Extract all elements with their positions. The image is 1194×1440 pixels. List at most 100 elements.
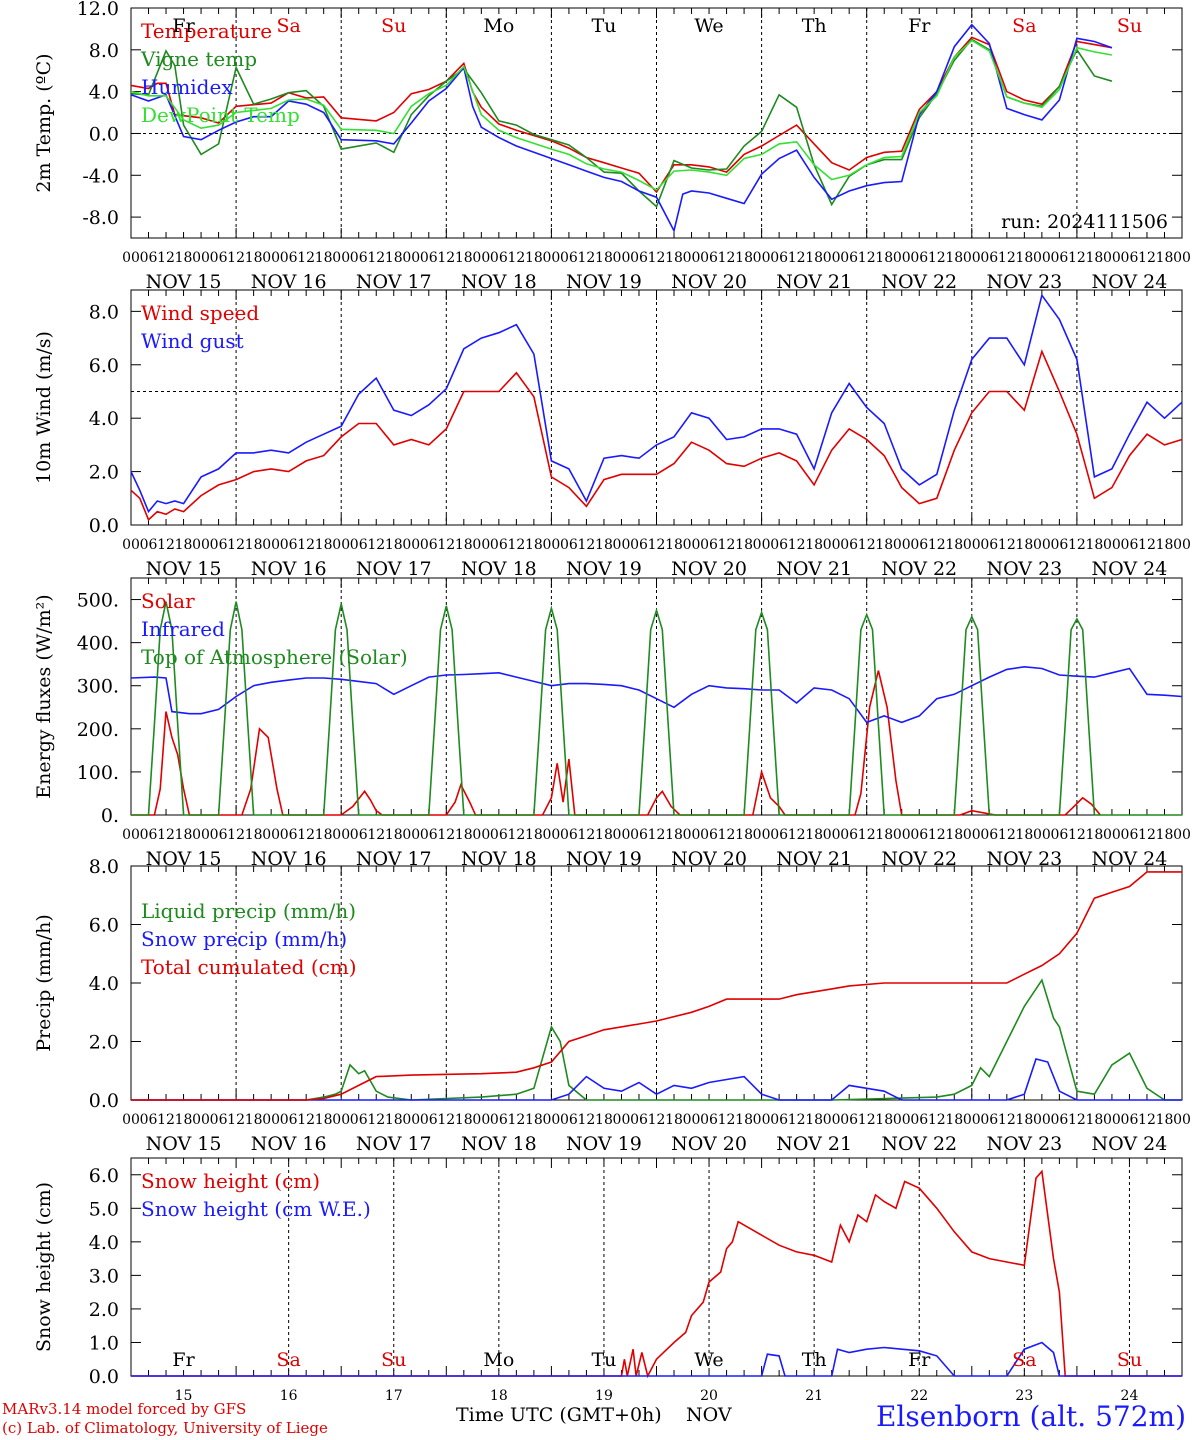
hour-tick-label: 12 — [437, 827, 455, 843]
hour-tick-label: 18 — [455, 1112, 473, 1128]
hour-tick-label: 06 — [280, 827, 298, 843]
hour-tick-label: 18 — [945, 827, 963, 843]
series-line-snow-precip-mm-h- — [131, 1058, 1182, 1101]
hour-tick-label: 06 — [840, 827, 858, 843]
hour-tick-label: 12 — [718, 250, 736, 266]
hour-tick-label: 12 — [157, 827, 175, 843]
hour-tick-label: 06 — [560, 827, 578, 843]
series-line-solar — [131, 670, 1101, 816]
hour-tick-label: 18 — [1015, 827, 1033, 843]
hour-tick-label: 00 — [893, 827, 911, 843]
hour-tick-label: 06 — [560, 1112, 578, 1128]
hour-tick-label: 06 — [140, 827, 158, 843]
chart-panel-3: 500. 400. 300. 200. 100. 0. Energy fluxes (W/m… — [33, 577, 1191, 870]
hour-tick-label: 06 — [210, 250, 228, 266]
hour-tick-label: 06 — [770, 537, 788, 553]
day-number-label: 21 — [805, 1388, 823, 1404]
weekday-label: Mo — [483, 15, 514, 37]
day-number-label: 17 — [385, 1388, 403, 1404]
hour-tick-label: 00 — [613, 250, 631, 266]
hour-tick-label: 18 — [175, 537, 193, 553]
hour-tick-label: 18 — [595, 827, 613, 843]
weekday-label: Tu — [591, 15, 616, 37]
legend-entry: Snow height (cm) — [141, 1169, 320, 1193]
hour-tick-label: 00 — [1173, 250, 1191, 266]
date-label: NOV 21 — [776, 558, 852, 580]
hour-tick-label: 06 — [770, 250, 788, 266]
hour-tick-label: 00 — [402, 250, 420, 266]
date-label: NOV 15 — [146, 1133, 222, 1155]
date-label: NOV 20 — [671, 558, 747, 580]
hour-tick-label: 06 — [630, 250, 648, 266]
hour-tick-label: 12 — [437, 250, 455, 266]
day-number-label: 22 — [910, 1388, 928, 1404]
hour-tick-label: 12 — [788, 1112, 806, 1128]
weekday-label: Th — [802, 15, 827, 37]
y-tick-label: 12.0 — [77, 0, 119, 20]
hour-tick-label: 12 — [648, 537, 666, 553]
hour-tick-label: 18 — [1015, 1112, 1033, 1128]
day-number-label: 24 — [1121, 1388, 1139, 1404]
hour-tick-label: 18 — [665, 537, 683, 553]
hour-tick-label: 12 — [648, 827, 666, 843]
hour-tick-label: 18 — [735, 827, 753, 843]
legend-entry: Temperature — [141, 19, 272, 43]
hour-tick-label: 12 — [578, 537, 596, 553]
hour-tick-label: 00 — [1033, 1112, 1051, 1128]
date-label: NOV 19 — [566, 1133, 642, 1155]
y-tick-label: 4.0 — [89, 82, 119, 104]
date-label: NOV 16 — [251, 558, 327, 580]
hour-tick-label: 12 — [718, 1112, 736, 1128]
hour-tick-label: 06 — [420, 1112, 438, 1128]
hour-tick-label: 06 — [700, 250, 718, 266]
chart-panel-1: 12.0 8.0 4.0 0.0 -4.0 -8.0 2m Temp. (ºC) Temper… — [33, 0, 1191, 293]
date-label: NOV 15 — [146, 558, 222, 580]
hour-tick-label: 12 — [297, 250, 315, 266]
series-line-dewpoint-temp — [130, 39, 1113, 191]
hour-tick-label: 12 — [998, 537, 1016, 553]
date-label: NOV 21 — [776, 271, 852, 293]
hour-tick-label: 12 — [648, 250, 666, 266]
hour-tick-label: 12 — [1138, 250, 1156, 266]
hour-tick-label: 18 — [875, 827, 893, 843]
hour-tick-label: 06 — [910, 827, 928, 843]
series-line-wind-speed — [130, 349, 1183, 522]
hour-tick-label: 06 — [350, 250, 368, 266]
hour-tick-label: 00 — [192, 827, 210, 843]
y-tick-label: 6.0 — [89, 915, 119, 937]
y-tick-label: 300. — [77, 676, 119, 698]
y-tick-label: 0.0 — [89, 1366, 119, 1388]
y-tick-label: 8.0 — [89, 40, 119, 62]
hour-tick-label: 12 — [858, 250, 876, 266]
y-tick-label: 4.0 — [89, 973, 119, 995]
hour-tick-label: 12 — [227, 1112, 245, 1128]
y-tick-label: 100. — [77, 762, 119, 784]
hour-tick-label: 00 — [122, 1112, 140, 1128]
hour-tick-label: 00 — [1033, 827, 1051, 843]
hour-tick-label: 00 — [192, 537, 210, 553]
hour-tick-label: 12 — [928, 827, 946, 843]
hour-tick-label: 18 — [525, 250, 543, 266]
hour-tick-label: 00 — [683, 250, 701, 266]
hour-tick-label: 00 — [683, 537, 701, 553]
y-tick-label: 500. — [77, 590, 119, 612]
hour-tick-label: 06 — [560, 250, 578, 266]
y-tick-label: 6.0 — [89, 355, 119, 377]
hour-tick-label: 18 — [1086, 537, 1104, 553]
hour-tick-label: 00 — [262, 827, 280, 843]
hour-tick-label: 18 — [1086, 250, 1104, 266]
weekday-label: Tu — [591, 1349, 616, 1371]
hour-tick-label: 12 — [297, 1112, 315, 1128]
hour-tick-label: 00 — [542, 827, 560, 843]
day-number-label: 19 — [595, 1388, 613, 1404]
run-annotation: run: 2024111506 — [1001, 211, 1168, 233]
series-line-infrared — [130, 665, 1183, 724]
x-axis-month: NOV — [686, 1404, 732, 1426]
hour-tick-label: 00 — [542, 1112, 560, 1128]
hour-tick-label: 06 — [700, 827, 718, 843]
hour-tick-label: 00 — [262, 1112, 280, 1128]
day-number-label: 16 — [280, 1388, 298, 1404]
hour-tick-label: 12 — [928, 537, 946, 553]
hour-tick-label: 06 — [700, 537, 718, 553]
